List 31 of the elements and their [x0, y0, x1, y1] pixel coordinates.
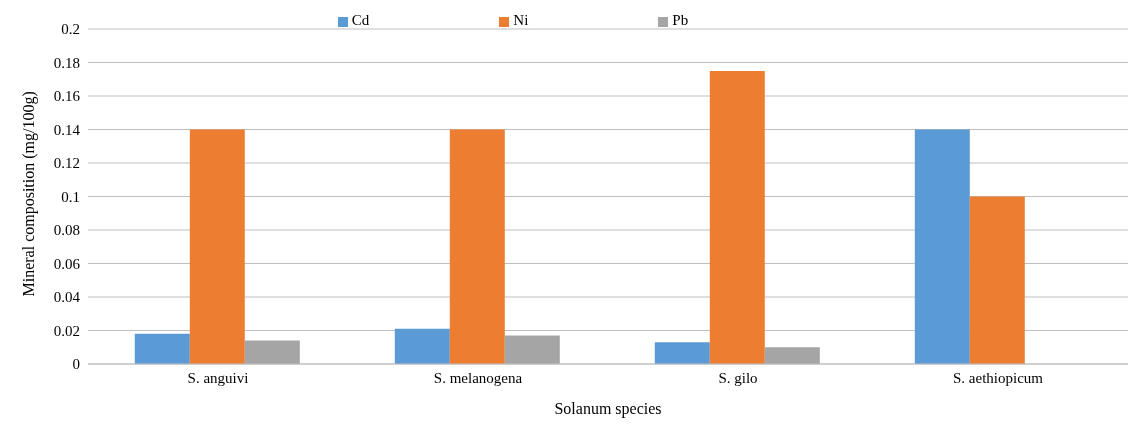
bar: [244, 340, 300, 364]
bar: [654, 342, 710, 364]
y-tick-label: 0.02: [53, 322, 80, 339]
legend-label: Pb: [672, 12, 689, 28]
y-tick-label: 0.14: [53, 121, 81, 138]
bar: [134, 333, 190, 364]
bar: [504, 335, 560, 364]
y-tick-label: 0.12: [53, 155, 80, 172]
y-tick-label: 0.2: [61, 21, 80, 38]
x-tick-label: S. gilo: [718, 369, 758, 386]
y-tick-label: 0.06: [53, 255, 81, 272]
bar: [449, 129, 505, 364]
y-tick-label: 0.1: [61, 188, 80, 205]
bar: [969, 196, 1025, 364]
y-tick-label: 0.18: [53, 54, 80, 71]
y-axis-title: Mineral composition (mg/100g): [19, 91, 38, 297]
bar: [764, 347, 820, 364]
x-tick-label: S. melanogena: [433, 369, 523, 386]
x-tick-label: S. aethiopicum: [953, 369, 1044, 386]
y-tick-label: 0.08: [53, 222, 80, 239]
bar: [189, 129, 245, 364]
y-tick-label: 0.04: [53, 289, 81, 306]
x-axis-title: Solanum species: [554, 400, 662, 418]
bar: [709, 70, 765, 364]
bar: [394, 328, 450, 364]
bar: [914, 129, 970, 364]
legend-label: Ni: [513, 12, 529, 28]
y-tick-label: 0.16: [53, 88, 81, 105]
y-tick-label: 0: [72, 356, 80, 373]
x-tick-label: S. anguivi: [187, 369, 249, 386]
legend-label: Cd: [351, 12, 370, 28]
